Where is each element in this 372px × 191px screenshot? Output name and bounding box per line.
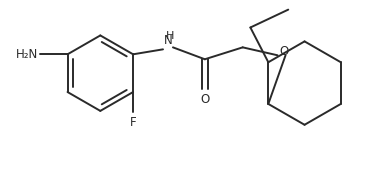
Text: H: H <box>166 31 174 41</box>
Text: O: O <box>200 93 209 106</box>
Text: H₂N: H₂N <box>15 48 38 61</box>
Text: F: F <box>130 116 137 129</box>
Text: N: N <box>164 34 173 47</box>
Text: O: O <box>280 45 289 58</box>
